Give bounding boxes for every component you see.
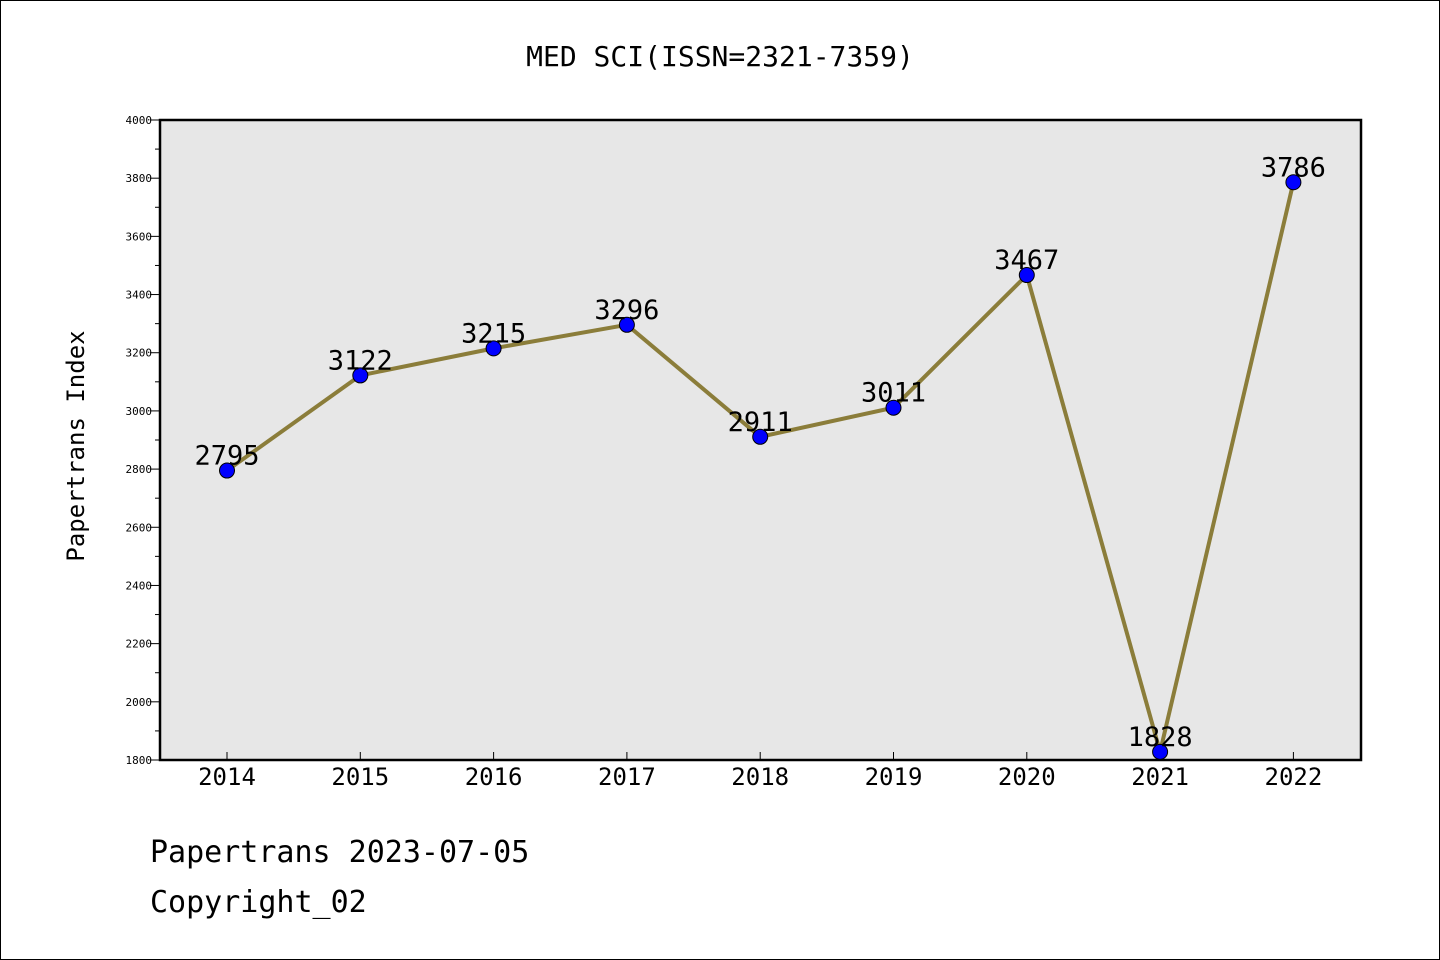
data-point xyxy=(1018,267,1035,284)
data-point xyxy=(1152,743,1169,760)
x-axis-ticks: 2014 2015 2016 2017 2018 2019 2020 2021 2022 xyxy=(198,752,1322,791)
x-tick-label: 2019 xyxy=(865,763,923,791)
y-tick-label: 2600 xyxy=(126,521,153,534)
data-label: 3122 xyxy=(328,345,393,376)
data-point xyxy=(485,340,502,357)
data-point xyxy=(1285,174,1302,191)
data-label: 3215 xyxy=(461,318,526,349)
footer-date: Papertrans 2023-07-05 xyxy=(150,835,530,870)
y-axis-ticks: 1800 2000 2200 2400 2600 2800 3000 3200 3400 3600… xyxy=(126,114,160,767)
data-point xyxy=(752,428,769,445)
y-tick-label: 3800 xyxy=(126,172,153,185)
x-tick-label: 2021 xyxy=(1131,763,1189,791)
data-point xyxy=(885,399,902,416)
y-tick-label: 1800 xyxy=(126,754,153,767)
x-tick-label: 2016 xyxy=(465,763,523,791)
footer-copyright: Copyright_02 xyxy=(150,885,367,920)
data-label: 3786 xyxy=(1261,152,1326,183)
data-label: 3011 xyxy=(861,378,926,409)
y-tick-label: 3600 xyxy=(126,230,153,243)
data-labels-group: 2795 3122 3215 3296 2911 3011 3467 1828 3786 xyxy=(194,152,1325,753)
data-point xyxy=(219,462,235,479)
y-tick-label: 3400 xyxy=(126,289,153,302)
y-tick-label: 3200 xyxy=(126,347,153,360)
y-tick-label: 3000 xyxy=(126,405,153,418)
x-tick-label: 2017 xyxy=(598,763,656,791)
data-label: 2795 xyxy=(194,441,259,472)
y-tick-label: 2000 xyxy=(126,696,153,709)
x-tick-label: 2022 xyxy=(1265,763,1323,791)
data-label: 3467 xyxy=(994,245,1059,276)
y-tick-label: 4000 xyxy=(126,114,153,127)
data-point xyxy=(352,367,369,384)
data-label: 2911 xyxy=(728,407,793,438)
x-tick-label: 2014 xyxy=(198,763,256,791)
x-tick-label: 2015 xyxy=(331,763,389,791)
data-points-group xyxy=(219,174,1302,760)
chart-title: MED SCI(ISSN=2321-7359) xyxy=(526,40,914,73)
y-tick-label: 2200 xyxy=(126,638,153,651)
data-label: 3296 xyxy=(594,295,659,326)
y-axis-label: Papertrans Index xyxy=(62,330,90,561)
x-tick-label: 2020 xyxy=(998,763,1056,791)
y-tick-label: 2400 xyxy=(126,579,153,592)
x-tick-label: 2018 xyxy=(731,763,789,791)
y-tick-label: 2800 xyxy=(126,463,153,476)
data-label: 1828 xyxy=(1128,722,1193,753)
data-point xyxy=(618,316,635,333)
